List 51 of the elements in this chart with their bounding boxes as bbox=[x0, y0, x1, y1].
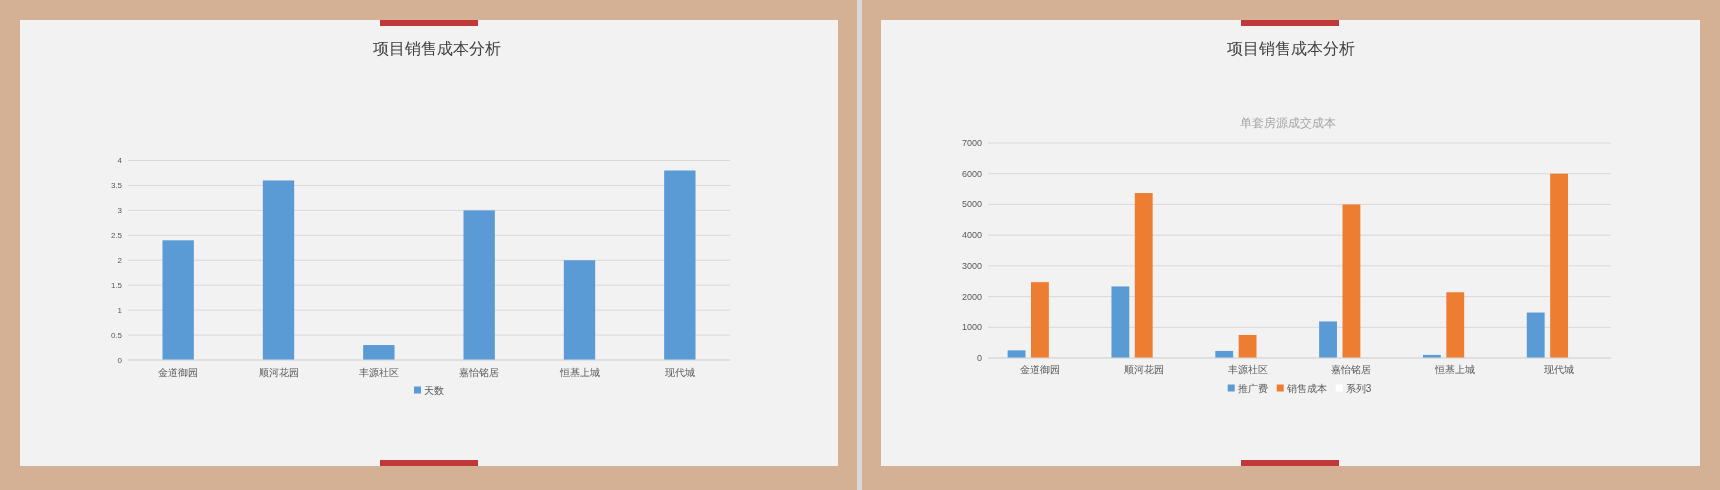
chart-subtitle: 单套房源成交成本 bbox=[1240, 116, 1336, 130]
legend-label: 销售成本 bbox=[1285, 382, 1327, 394]
x-tick-label: 顺河花园 bbox=[1123, 363, 1164, 375]
y-tick-label: 6000 bbox=[961, 168, 982, 179]
x-tick-label: 顺河花园 bbox=[258, 366, 299, 378]
bar bbox=[664, 170, 696, 360]
y-tick-label: 0.5 bbox=[110, 330, 123, 340]
y-tick-label: 1000 bbox=[961, 322, 982, 333]
x-tick-label: 嘉怡铭居 bbox=[1331, 363, 1372, 375]
bar bbox=[463, 210, 495, 360]
y-tick-label: 0 bbox=[976, 353, 982, 363]
x-tick-label: 金道御园 bbox=[158, 366, 199, 378]
legend-label: 系列3 bbox=[1345, 382, 1372, 394]
x-tick-label: 恒基上城 bbox=[558, 366, 600, 378]
y-tick-label: 2.5 bbox=[110, 230, 123, 240]
bar bbox=[363, 345, 395, 360]
bar bbox=[1238, 334, 1257, 358]
y-tick-label: 3000 bbox=[961, 260, 982, 271]
y-tick-label: 4 bbox=[117, 156, 123, 165]
x-tick-label: 嘉怡铭居 bbox=[459, 366, 500, 378]
x-tick-label: 丰源社区 bbox=[1227, 363, 1268, 375]
y-tick-label: 5000 bbox=[961, 199, 982, 210]
x-tick-label: 金道御园 bbox=[1019, 363, 1060, 375]
x-tick-label: 现代城 bbox=[664, 366, 695, 378]
y-tick-label: 2 bbox=[117, 255, 123, 265]
y-tick-label: 1 bbox=[117, 305, 123, 315]
x-tick-label: 恒基上城 bbox=[1434, 363, 1476, 375]
bar bbox=[1342, 204, 1361, 358]
legend-label: 天数 bbox=[424, 384, 444, 396]
bar bbox=[1319, 321, 1337, 358]
bar bbox=[1031, 282, 1049, 358]
y-tick-label: 4000 bbox=[961, 230, 982, 241]
bar bbox=[162, 240, 194, 360]
bar bbox=[1526, 312, 1545, 358]
y-tick-label: 3.5 bbox=[110, 180, 123, 190]
y-tick-label: 2000 bbox=[961, 291, 982, 302]
chart-title: 项目销售成本分析 bbox=[373, 39, 501, 57]
x-tick-label: 丰源社区 bbox=[358, 366, 399, 378]
bar bbox=[1134, 193, 1153, 358]
y-tick-label: 0 bbox=[117, 355, 123, 365]
bar bbox=[262, 180, 295, 360]
y-tick-label: 3 bbox=[117, 205, 123, 215]
x-tick-label: 现代城 bbox=[1544, 363, 1575, 375]
bar bbox=[1446, 292, 1465, 358]
y-tick-label: 7000 bbox=[961, 138, 982, 148]
legend-label: 推广费 bbox=[1237, 382, 1268, 394]
y-tick-label: 1.5 bbox=[110, 280, 123, 290]
bar bbox=[1550, 173, 1568, 358]
bar bbox=[563, 260, 596, 360]
chart-title: 项目销售成本分析 bbox=[1227, 39, 1355, 57]
bar bbox=[1111, 286, 1130, 358]
